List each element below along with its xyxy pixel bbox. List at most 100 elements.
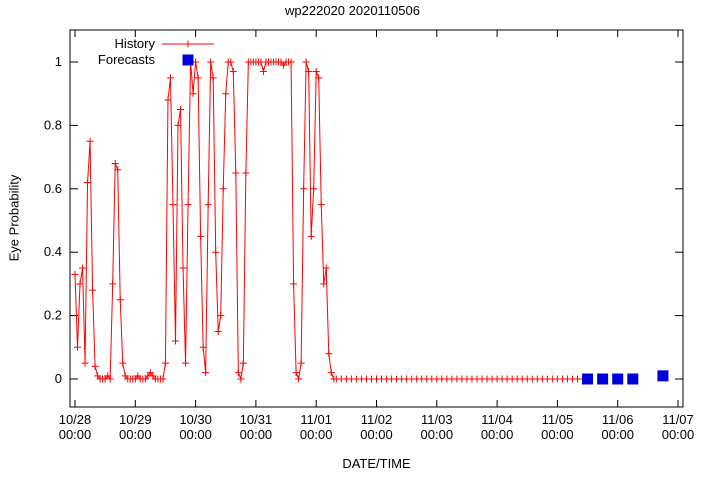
x-tick-label-time: 00:00	[179, 427, 212, 442]
plus-marker	[106, 375, 114, 383]
x-tick-label-date: 11/05	[542, 412, 574, 427]
x-tick-label-time: 00:00	[601, 427, 634, 442]
plus-marker	[297, 359, 305, 367]
plus-marker	[174, 121, 182, 129]
x-tick-label-date: 10/31	[240, 412, 273, 427]
plus-marker	[161, 359, 169, 367]
x-tick-label-date: 11/04	[481, 412, 513, 427]
plus-marker	[327, 369, 335, 377]
plus-marker	[91, 362, 99, 370]
x-axis-label: DATE/TIME	[342, 456, 411, 471]
y-axis: 0 0.2 0.4 0.6 0.8 1	[44, 54, 683, 386]
plus-marker	[204, 201, 212, 209]
chart-title: wp222020 2020110506	[285, 3, 420, 18]
plus-marker	[217, 312, 225, 320]
legend-sample-square	[182, 54, 194, 66]
plus-marker	[194, 74, 202, 82]
x-tick-label-date: 10/28	[59, 412, 92, 427]
plus-marker	[259, 68, 267, 76]
x-tick-label-date: 11/03	[421, 412, 453, 427]
plus-marker	[71, 270, 79, 278]
plus-marker	[219, 185, 227, 193]
x-tick-label-time: 00:00	[421, 427, 454, 442]
plus-marker	[237, 375, 245, 383]
plus-marker	[111, 159, 119, 167]
plus-marker	[287, 58, 295, 66]
plus-marker	[79, 264, 87, 272]
plus-marker	[310, 185, 318, 193]
x-tick-label-date: 10/30	[179, 412, 212, 427]
plus-marker	[317, 201, 325, 209]
plus-marker	[320, 280, 328, 288]
plus-marker	[207, 58, 215, 66]
plus-marker	[74, 343, 82, 351]
legend-label: Forecasts	[98, 52, 156, 67]
plus-marker	[307, 232, 315, 240]
x-tick-label-date: 10/29	[119, 412, 152, 427]
plus-marker	[182, 359, 190, 367]
series-forecasts	[582, 370, 669, 385]
plus-marker	[214, 327, 222, 335]
plus-marker	[164, 96, 172, 104]
plus-marker	[229, 68, 237, 76]
plus-marker	[84, 178, 92, 186]
x-tick-label-time: 00:00	[481, 427, 514, 442]
plus-marker	[81, 359, 89, 367]
plus-marker	[119, 359, 127, 367]
square-marker	[627, 373, 639, 385]
x-tick-label-time: 00:00	[240, 427, 273, 442]
plus-marker	[86, 137, 94, 145]
plus-marker	[325, 350, 333, 358]
x-axis: 10/2800:0010/2900:0010/3000:0010/3100:00…	[59, 30, 694, 442]
plot-border	[69, 29, 684, 408]
y-tick-label: 0.8	[44, 117, 62, 132]
x-tick-label-date: 11/02	[361, 412, 393, 427]
plus-marker	[179, 264, 187, 272]
y-tick-label: 0	[55, 371, 62, 386]
x-tick-label-time: 00:00	[119, 427, 152, 442]
square-marker	[612, 373, 624, 385]
square-marker	[597, 373, 609, 385]
plus-marker	[169, 201, 177, 209]
plus-marker	[89, 286, 97, 294]
plus-marker	[197, 232, 205, 240]
plus-marker	[116, 296, 124, 304]
plus-marker	[232, 169, 240, 177]
plus-marker	[209, 74, 217, 82]
y-tick-label: 0.6	[44, 181, 62, 196]
plus-marker	[172, 337, 179, 345]
plus-marker	[305, 68, 313, 76]
x-tick-label-time: 00:00	[360, 427, 393, 442]
plus-marker	[312, 68, 320, 76]
plus-marker	[189, 90, 197, 98]
plus-marker	[184, 201, 192, 209]
y-tick-label: 0.2	[44, 308, 62, 323]
plus-marker	[290, 280, 298, 288]
square-marker	[657, 370, 669, 382]
plus-marker	[242, 169, 250, 177]
x-tick-label-date: 11/06	[602, 412, 634, 427]
plus-marker	[295, 375, 303, 383]
plus-marker	[159, 375, 167, 383]
plus-marker	[300, 185, 308, 193]
plus-marker	[222, 90, 230, 98]
plus-marker	[234, 369, 242, 377]
series-history	[71, 58, 592, 383]
plus-marker	[177, 106, 185, 114]
plus-marker	[212, 248, 220, 256]
legend-sample-plus	[184, 40, 192, 48]
plus-marker	[166, 74, 174, 82]
legend-label: History	[115, 36, 156, 51]
plus-marker	[315, 74, 323, 82]
y-tick-label: 1	[55, 54, 62, 69]
plus-marker	[292, 369, 300, 377]
x-tick-label-time: 00:00	[541, 427, 574, 442]
plus-marker	[199, 343, 207, 351]
x-tick-label-date: 11/07	[662, 412, 694, 427]
plus-marker	[302, 58, 310, 66]
x-tick-label-date: 11/01	[300, 412, 332, 427]
y-tick-label: 0.4	[44, 244, 62, 259]
